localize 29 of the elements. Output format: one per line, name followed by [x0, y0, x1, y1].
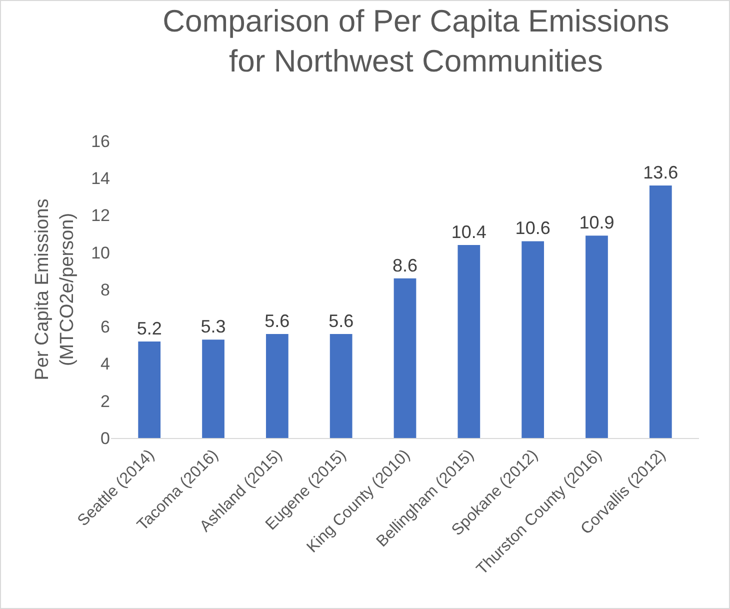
y-tick-label: 12: [91, 206, 110, 226]
data-label: 5.3: [200, 316, 226, 337]
bar: [522, 241, 544, 438]
bar: [586, 236, 608, 438]
bar: [138, 341, 161, 438]
bar: [394, 278, 416, 438]
chart-title: Comparison of Per Capita Emissions for Northwest Communities: [162, 3, 670, 79]
y-tick-label: 0: [100, 428, 110, 448]
y-tick-label: 4: [100, 354, 110, 374]
y-tick-label: 6: [100, 318, 110, 337]
bar: [330, 334, 352, 438]
y-tick-label: 16: [91, 132, 110, 151]
y-tick-label: 10: [91, 243, 110, 262]
bar: [202, 340, 224, 438]
data-label: 10.9: [579, 212, 614, 233]
y-tick-label: 2: [100, 392, 110, 411]
data-label: 5.6: [328, 311, 354, 332]
y-axis-title: Per Capita Emissions (MTCO2e/person): [32, 198, 78, 380]
bar: [649, 186, 672, 438]
data-label: 8.6: [392, 255, 418, 276]
bar: [458, 244, 480, 438]
y-tick-label: 8: [100, 280, 110, 300]
data-label: 5.2: [136, 318, 162, 338]
y-tick-label: 14: [91, 169, 110, 188]
data-label: 5.6: [264, 311, 290, 332]
data-label: 10.4: [451, 222, 486, 242]
bar: [266, 334, 288, 438]
data-label: 10.6: [515, 218, 550, 238]
data-label: 13.6: [643, 162, 678, 183]
